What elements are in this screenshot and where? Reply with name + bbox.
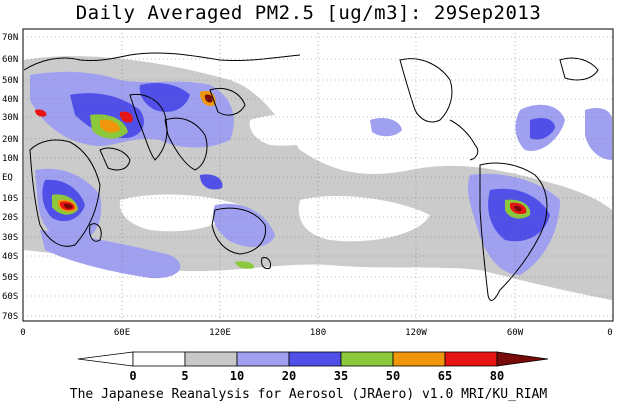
colorbar-label: 35 <box>334 369 348 383</box>
colorbar-swatch <box>340 351 394 367</box>
lat-label: 30S <box>2 233 18 243</box>
colorbar-label: 80 <box>490 369 504 383</box>
lon-label: 60E <box>114 328 130 338</box>
lat-label: 20S <box>2 213 18 223</box>
colorbar-arrow-right <box>496 351 549 367</box>
lon-label: 0 <box>20 328 25 338</box>
lat-label: EQ <box>2 173 13 183</box>
colorbar-label: 5 <box>181 369 188 383</box>
lat-label: 30N <box>2 113 18 123</box>
colorbar-swatch <box>132 351 186 367</box>
lat-label: 20N <box>2 135 18 145</box>
colorbar-arrow-left <box>77 351 134 367</box>
lat-label: 10S <box>2 194 18 204</box>
lat-label: 60N <box>2 55 18 65</box>
colorbar-label: 50 <box>386 369 400 383</box>
lat-label: 10N <box>2 154 18 164</box>
colorbar-swatch <box>236 351 290 367</box>
colorbar-label: 65 <box>438 369 452 383</box>
colorbar-label: 20 <box>282 369 296 383</box>
map-area: 70N 60N 50N 40N 30N 20N 10N EQ 10S 20S 3… <box>2 28 614 338</box>
colorbar-swatch <box>184 351 238 367</box>
lat-label: 70N <box>2 33 18 43</box>
dotted-grid <box>23 29 613 321</box>
latitude-labels: 70N 60N 50N 40N 30N 20N 10N EQ 10S 20S 3… <box>2 33 18 322</box>
lat-label: 60S <box>2 292 18 302</box>
lat-label: 40N <box>2 95 18 105</box>
map-title: Daily Averaged PM2.5 [ug/m3]: 29Sep2013 <box>75 2 542 24</box>
lat-label: 50S <box>2 273 18 283</box>
lat-label: 50N <box>2 76 18 86</box>
map-footer-credit: The Japanese Reanalysis for Aerosol (JRA… <box>69 387 548 402</box>
lat-label: 70S <box>2 312 18 322</box>
colorbar-swatch <box>392 351 446 367</box>
colorbar: 0 5 10 20 35 50 65 80 <box>77 351 549 383</box>
longitude-labels: 0 60E 120E 180 120W 60W 0 <box>20 328 612 338</box>
lon-label: 120E <box>209 328 231 338</box>
lon-label: 0 <box>607 328 612 338</box>
lon-label: 180 <box>310 328 326 338</box>
lon-label: 120W <box>405 328 427 338</box>
lon-label: 60W <box>507 328 524 338</box>
lat-label: 40S <box>2 252 18 262</box>
colorbar-swatch <box>288 351 342 367</box>
colorbar-swatch <box>444 351 498 367</box>
colorbar-label: 10 <box>230 369 244 383</box>
colorbar-label: 0 <box>129 369 136 383</box>
